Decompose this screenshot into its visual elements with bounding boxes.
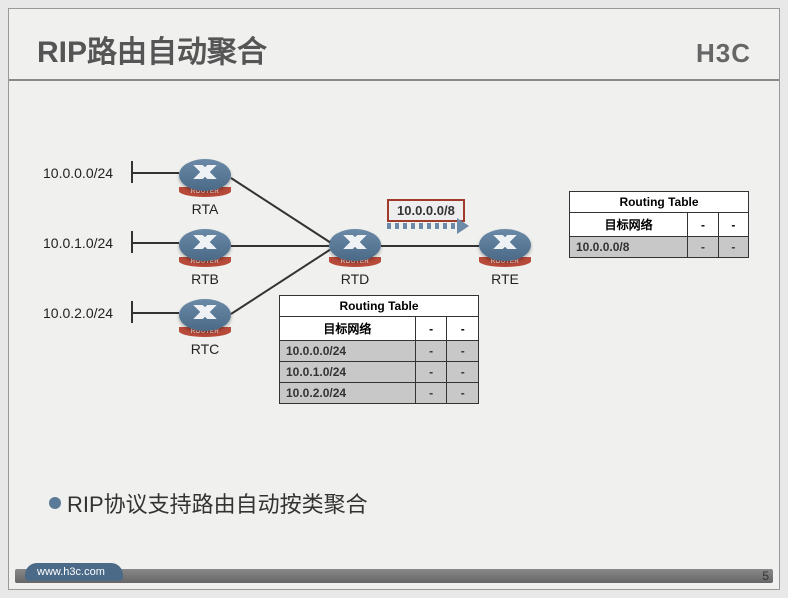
table-header: -: [718, 213, 748, 237]
table-row: 10.0.2.0/24 - -: [280, 383, 479, 404]
router-icon: [179, 299, 231, 331]
footer: www.h3c.com 5: [15, 559, 773, 583]
subnet-label-1: 10.0.1.0/24: [43, 235, 113, 251]
link: [131, 242, 179, 244]
table-row: 10.0.0.0/8 - -: [570, 237, 749, 258]
table-header: 目标网络: [570, 213, 688, 237]
subnet-label-2: 10.0.2.0/24: [43, 305, 113, 321]
table-header: 目标网络: [280, 317, 416, 341]
table-title: Routing Table: [280, 296, 479, 317]
router-rte: ROUTER RTE: [479, 229, 531, 287]
aggregate-label: 10.0.0.0/8: [387, 199, 465, 222]
bullet-icon: [49, 497, 61, 509]
router-rta: ROUTER RTA: [179, 159, 231, 217]
table-header: -: [447, 317, 479, 341]
routing-table-rtd: Routing Table 目标网络 - - 10.0.0.0/24 - - 1…: [279, 295, 479, 404]
page-number: 5: [762, 569, 769, 583]
router-icon: [179, 159, 231, 191]
link: [381, 245, 479, 247]
router-label: RTD: [329, 271, 381, 287]
router-icon: [479, 229, 531, 261]
link: [131, 172, 179, 174]
slide-title: RIP路由自动聚合: [37, 27, 267, 71]
footer-bar: [15, 569, 773, 583]
table-header: -: [415, 317, 447, 341]
brand-logo: H3C: [696, 38, 751, 69]
bullet-text: RIP协议支持路由自动按类聚合: [67, 487, 368, 519]
table-row: 10.0.1.0/24 - -: [280, 362, 479, 383]
router-rtb: ROUTER RTB: [179, 229, 231, 287]
link: [231, 245, 329, 247]
router-icon: [179, 229, 231, 261]
link: [131, 312, 179, 314]
router-label: RTE: [479, 271, 531, 287]
table-row: 10.0.0.0/24 - -: [280, 341, 479, 362]
link: [230, 177, 330, 243]
router-label: RTA: [179, 201, 231, 217]
subnet-label-0: 10.0.0.0/24: [43, 165, 113, 181]
table-title: Routing Table: [570, 192, 749, 213]
router-label: RTB: [179, 271, 231, 287]
router-label: RTC: [179, 341, 231, 357]
aggregate-arrow-icon: [387, 223, 467, 229]
router-rtd: ROUTER RTD: [329, 229, 381, 287]
router-icon: [329, 229, 381, 261]
bullet-point: RIP协议支持路由自动按类聚合: [49, 487, 368, 519]
routing-table-rte: Routing Table 目标网络 - - 10.0.0.0/8 - -: [569, 191, 749, 258]
router-rtc: ROUTER RTC: [179, 299, 231, 357]
footer-url: www.h3c.com: [25, 563, 123, 581]
table-header: -: [688, 213, 718, 237]
network-diagram: 10.0.0.0/24 10.0.1.0/24 10.0.2.0/24 ROUT…: [9, 81, 779, 441]
